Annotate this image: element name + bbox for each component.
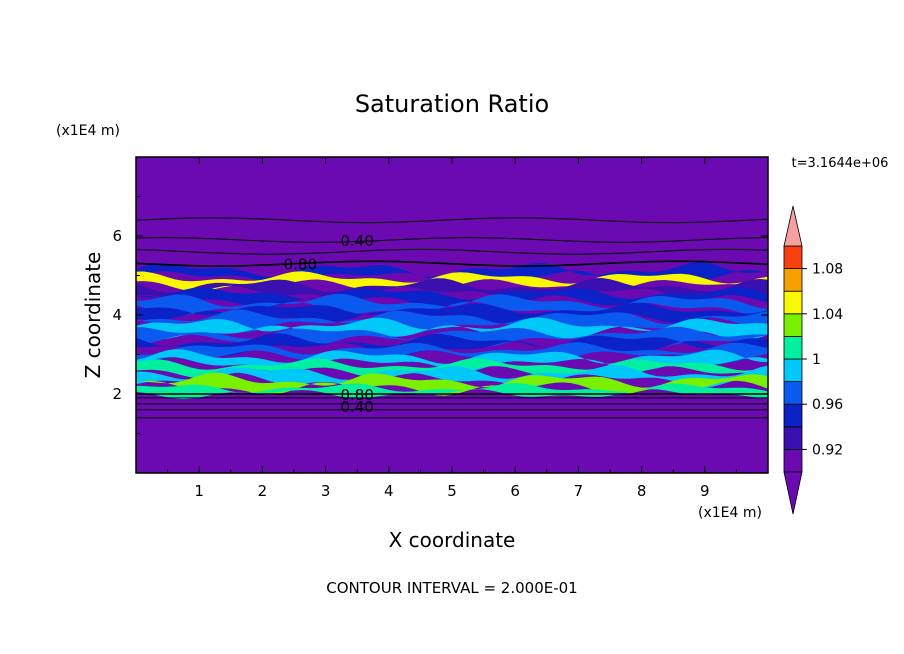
y-tick-label: 6	[112, 227, 122, 245]
field-band	[136, 278, 768, 301]
y-unit-label: (x1E4 m)	[56, 123, 120, 139]
x-tick-label: 7	[574, 482, 584, 500]
chart-title: Saturation Ratio	[355, 90, 549, 118]
x-axis: 1 2 3 4 5 6 7 8 9	[167, 157, 737, 500]
contour-label: 0.40	[340, 232, 373, 250]
x-tick-label: 4	[384, 482, 394, 500]
field-band	[136, 317, 768, 341]
x-tick-label: 2	[258, 482, 268, 500]
field-band	[136, 342, 768, 363]
colorbar-segment	[783, 358, 803, 383]
colorbar-extend-high	[783, 205, 803, 247]
time-label: t=3.1644e+06	[792, 156, 889, 171]
field-band	[136, 372, 768, 396]
field-band	[136, 287, 768, 308]
x-tick-label: 6	[510, 482, 520, 500]
colorbar-segment	[783, 290, 803, 315]
x-tick-label: 8	[637, 482, 647, 500]
colorbar-segment	[783, 335, 803, 360]
contour-line	[136, 248, 768, 255]
colorbar-segment	[783, 448, 803, 473]
colorbar-segment	[783, 313, 803, 337]
x-tick-label: 5	[447, 482, 457, 500]
plot-area: 0.400.800.800.40	[135, 156, 769, 474]
contour-line	[136, 260, 768, 267]
colorbar-tick-label: 1	[812, 352, 821, 368]
colorbar: 0.92 0.96 1 1.04 1.08	[783, 205, 843, 515]
x-tick-label: 9	[700, 482, 710, 500]
y-tick-label: 4	[112, 306, 122, 324]
colorbar-segment	[783, 403, 803, 428]
contour-interval-footer: CONTOUR INTERVAL = 2.000E-01	[326, 579, 577, 597]
x-unit-label: (x1E4 m)	[698, 505, 762, 521]
colorbar-extend-low	[783, 471, 803, 515]
x-axis-label: X coordinate	[389, 528, 516, 552]
x-tick-label: 3	[321, 482, 331, 500]
colorbar-tick-label: 0.92	[812, 442, 843, 458]
colorbar-segment	[783, 381, 803, 405]
contour-label: 0.80	[340, 386, 373, 404]
colorbar-segment	[783, 245, 803, 270]
y-tick-label: 2	[112, 385, 122, 403]
field-band	[136, 383, 768, 400]
colorbar-tick-label: 0.96	[812, 397, 843, 413]
x-tick-label: 1	[194, 482, 204, 500]
contour-line	[136, 217, 768, 224]
y-axis-label: Z coordinate	[81, 252, 105, 379]
contour-label: 0.80	[284, 256, 317, 274]
y-axis: 2 4 6	[112, 196, 768, 434]
contour-label: 0.40	[340, 398, 373, 416]
colorbar-segment	[783, 268, 803, 292]
colorbar-segment	[783, 426, 803, 450]
colorbar-tick-label: 1.04	[812, 307, 843, 323]
contour-line	[136, 237, 768, 243]
field-band	[136, 302, 768, 324]
colorbar-tick-label: 1.08	[812, 262, 843, 278]
